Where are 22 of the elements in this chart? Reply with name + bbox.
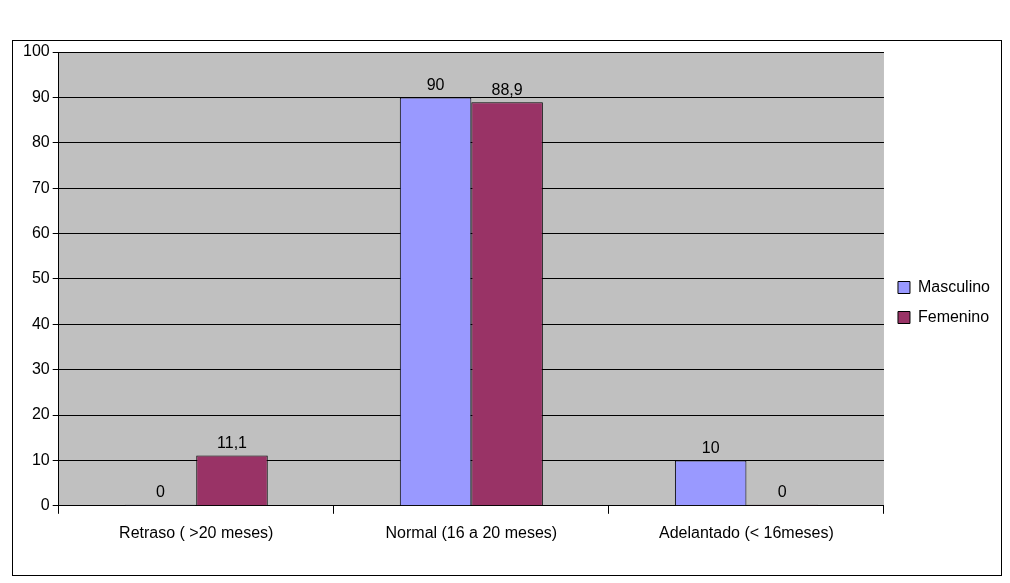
data-label: 11,1 [217, 433, 248, 451]
x-tick-label: Normal (16 a 20 meses) [385, 523, 558, 541]
data-label: 0 [156, 483, 166, 501]
data-label: 0 [777, 483, 787, 501]
y-tick-label: 30 [31, 360, 50, 378]
y-tick-label: 50 [31, 269, 50, 287]
data-label: 10 [701, 438, 720, 456]
y-tick-label: 0 [40, 496, 50, 514]
x-tick-label: Adelantado (< 16meses) [659, 523, 834, 541]
legend-label: Femenino [917, 307, 990, 325]
data-label: 90 [426, 75, 445, 93]
y-tick-label: 60 [31, 223, 50, 241]
y-tick-label: 100 [22, 42, 50, 60]
y-tick-label: 20 [31, 405, 50, 423]
legend-label: Masculino [917, 277, 991, 295]
y-tick-label: 10 [31, 450, 50, 468]
data-label: 88,9 [491, 80, 523, 98]
y-tick-label: 70 [31, 178, 50, 196]
y-tick-label: 80 [31, 133, 50, 151]
y-tick-label: 90 [31, 87, 50, 105]
y-tick-label: 40 [31, 314, 50, 332]
x-tick-label: Retraso ( >20 meses) [119, 523, 274, 541]
